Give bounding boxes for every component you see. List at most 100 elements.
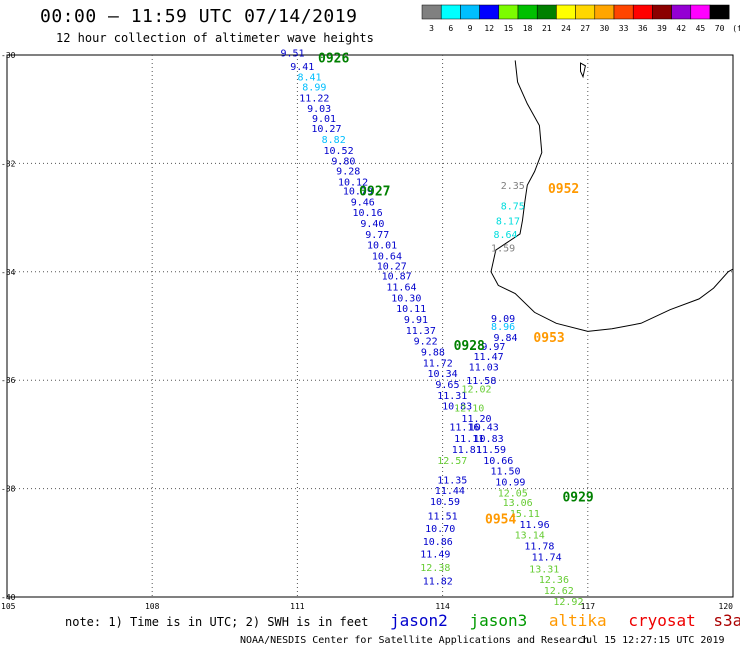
scale-tick-label: 45 xyxy=(696,24,706,33)
scale-tick-label: 6 xyxy=(448,24,453,33)
wave-height-label: 11.47 xyxy=(474,352,504,363)
wave-height-label: 10.12 xyxy=(338,177,368,188)
scale-unit-label: (ft) xyxy=(732,24,740,33)
note-text: note: 1) Time is in UTC; 2) SWH is in fe… xyxy=(65,615,369,629)
wave-height-label: 11.81 xyxy=(452,445,482,456)
wave-height-label: 10.34 xyxy=(428,369,458,380)
scale-tick-label: 30 xyxy=(600,24,610,33)
wave-height-label: 11.20 xyxy=(461,414,491,425)
wave-height-label: 9.46 xyxy=(351,197,375,208)
wave-height-label: 11.11 xyxy=(454,434,484,445)
lon-tick-label: 111 xyxy=(290,602,305,610)
wave-height-label: 11.96 xyxy=(520,520,550,531)
wave-height-label: 11.35 xyxy=(437,475,467,486)
wave-height-label: 12.10 xyxy=(454,403,484,414)
wave-height-label: 11.74 xyxy=(532,552,562,563)
wave-height-label: 12.92 xyxy=(553,597,583,608)
pass-time-label: 0952 xyxy=(548,182,579,197)
lat-tick-label: -36 xyxy=(1,376,16,385)
wave-height-label: 9.09 xyxy=(491,314,515,325)
scale-tick-label: 70 xyxy=(715,24,725,33)
scale-tick-label: 15 xyxy=(504,24,514,33)
wave-height-label: 12.57 xyxy=(437,456,467,467)
wave-height-label: 2.35 xyxy=(501,181,525,192)
lat-tick-label: -40 xyxy=(1,593,16,602)
scale-tick-label: 12 xyxy=(484,24,494,33)
wave-height-label: 9.91 xyxy=(404,315,428,326)
scale-tick-label: 21 xyxy=(542,24,552,33)
wave-height-label: 11.50 xyxy=(490,467,520,478)
wave-height-label: 10.43 xyxy=(469,422,499,433)
legend-altika: altika xyxy=(548,611,607,630)
pass-time-label: 0928 xyxy=(454,339,485,354)
wave-height-label: 13.14 xyxy=(515,531,545,542)
scale-tick-label: 18 xyxy=(523,24,533,33)
lon-tick-label: 105 xyxy=(1,602,16,610)
legend-cryosat: cryosat xyxy=(628,611,696,630)
pass-time-label: 0954 xyxy=(485,512,516,527)
wave-height-label: 12.05 xyxy=(498,488,528,499)
wave-height-label: 11.64 xyxy=(386,282,416,293)
wave-height-label: 8.75 xyxy=(501,202,525,213)
wave-height-label: 10.52 xyxy=(323,146,353,157)
wave-height-label: 9.03 xyxy=(307,104,331,115)
wave-height-label: 10.01 xyxy=(367,241,397,252)
lat-tick-label: -38 xyxy=(1,485,16,494)
wave-height-label: 10.16 xyxy=(353,208,383,219)
wave-height-label: 9.40 xyxy=(360,219,384,230)
title-bar: 00:00 – 11:59 UTC 07/14/2019 12 hour col… xyxy=(0,0,740,50)
scale-tick-label: 42 xyxy=(676,24,686,33)
wave-height-label: 10.83 xyxy=(474,434,504,445)
wave-height-label: 10.30 xyxy=(391,293,421,304)
wave-height-label: 11.72 xyxy=(423,358,453,369)
wave-height-label: 11.59 xyxy=(476,445,506,456)
wave-height-label: 13.06 xyxy=(503,498,533,509)
wave-height-label: 9.41 xyxy=(290,62,314,73)
scale-tick-label: 27 xyxy=(580,24,590,33)
wave-height-label: 10.27 xyxy=(377,261,407,272)
scale-swatch xyxy=(709,4,730,20)
wave-height-label: 10.59 xyxy=(430,497,460,508)
wave-height-label: 12.62 xyxy=(544,586,574,597)
wave-height-label: 10.70 xyxy=(425,524,455,535)
wave-height-label: 9.01 xyxy=(312,114,336,125)
wave-height-map: 105 108 111 114 117 120 -30 -32 -34 -36 -38 -40 9.51… xyxy=(1,48,734,610)
wave-height-label: 10.86 xyxy=(423,537,453,548)
wave-height-label: 9.65 xyxy=(435,380,459,391)
wave-height-label: 8.17 xyxy=(496,216,520,227)
wave-height-label: 10.87 xyxy=(382,272,412,283)
wave-height-label: 8.64 xyxy=(493,230,517,241)
pass-time-label: 0929 xyxy=(562,491,593,506)
wave-height-label: 10.79 xyxy=(343,187,373,198)
wave-height-label: 10.83 xyxy=(442,402,472,413)
lat-tick-label: -34 xyxy=(1,268,16,277)
scale-tick-label: 39 xyxy=(657,24,667,33)
lat-tick-label: -32 xyxy=(1,159,16,168)
wave-height-label: 11.58 xyxy=(466,376,496,387)
wave-height-label: 9.28 xyxy=(336,166,360,177)
wave-height-label: 1.59 xyxy=(491,243,515,254)
wave-height-label: 8.41 xyxy=(297,73,321,84)
wave-height-label: 15.11 xyxy=(510,509,540,520)
wave-height-label: 12.36 xyxy=(539,575,569,586)
wave-height-label: 11.49 xyxy=(420,550,450,561)
credit-text: NOAA/NESDIS Center for Satellite Applica… xyxy=(240,635,590,646)
pass-time-label: 0926 xyxy=(318,52,349,67)
wave-height-label: 10.27 xyxy=(311,124,341,135)
wave-height-label: 10.99 xyxy=(495,478,525,489)
wave-height-label: 11.44 xyxy=(435,486,465,497)
wave-height-label: 11.03 xyxy=(469,363,499,374)
wave-height-label: 12.02 xyxy=(461,384,491,395)
scale-tick-label: 36 xyxy=(638,24,648,33)
satellite-legend: jason2 jason3 altika cryosat s3a xyxy=(390,611,740,630)
scale-tick-label: 24 xyxy=(561,24,571,33)
lon-tick-label: 114 xyxy=(435,602,450,610)
wave-height-label: 8.99 xyxy=(302,82,326,93)
wave-height-label: 8.96 xyxy=(491,322,515,333)
wave-height-label: 9.80 xyxy=(331,157,355,168)
wave-height-label: 11.31 xyxy=(437,391,467,402)
wave-height-label: 10.11 xyxy=(396,304,426,315)
wave-height-label: 8.82 xyxy=(322,135,346,146)
wave-height-label: 10.64 xyxy=(372,252,402,263)
